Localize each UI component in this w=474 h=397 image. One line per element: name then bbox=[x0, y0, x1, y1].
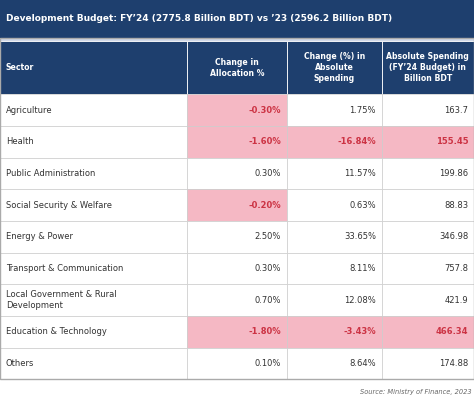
Text: Change in
Allocation %: Change in Allocation % bbox=[210, 58, 264, 78]
Text: Change (%) in
Absolute
Spending: Change (%) in Absolute Spending bbox=[303, 52, 365, 83]
FancyBboxPatch shape bbox=[382, 316, 474, 347]
FancyBboxPatch shape bbox=[287, 158, 382, 189]
Text: 33.65%: 33.65% bbox=[344, 232, 376, 241]
Text: 88.83: 88.83 bbox=[444, 200, 468, 210]
FancyBboxPatch shape bbox=[287, 284, 382, 316]
Text: 757.8: 757.8 bbox=[444, 264, 468, 273]
Text: Education & Technology: Education & Technology bbox=[6, 327, 107, 336]
Text: 1.75%: 1.75% bbox=[349, 106, 376, 115]
Text: -0.20%: -0.20% bbox=[248, 200, 281, 210]
FancyBboxPatch shape bbox=[187, 189, 287, 221]
FancyBboxPatch shape bbox=[382, 158, 474, 189]
FancyBboxPatch shape bbox=[287, 347, 382, 379]
FancyBboxPatch shape bbox=[287, 252, 382, 284]
FancyBboxPatch shape bbox=[0, 284, 187, 316]
Text: 0.30%: 0.30% bbox=[255, 169, 281, 178]
Text: Transport & Communication: Transport & Communication bbox=[6, 264, 123, 273]
FancyBboxPatch shape bbox=[287, 189, 382, 221]
Text: 8.64%: 8.64% bbox=[349, 359, 376, 368]
FancyBboxPatch shape bbox=[187, 94, 287, 126]
Text: Public Administration: Public Administration bbox=[6, 169, 95, 178]
Text: 466.34: 466.34 bbox=[436, 327, 468, 336]
Text: Local Government & Rural
Development: Local Government & Rural Development bbox=[6, 290, 116, 310]
Text: -1.80%: -1.80% bbox=[248, 327, 281, 336]
FancyBboxPatch shape bbox=[0, 221, 187, 252]
Text: 0.63%: 0.63% bbox=[349, 200, 376, 210]
Text: -0.30%: -0.30% bbox=[248, 106, 281, 115]
FancyBboxPatch shape bbox=[287, 316, 382, 347]
Text: -16.84%: -16.84% bbox=[337, 137, 376, 146]
FancyBboxPatch shape bbox=[187, 158, 287, 189]
Text: 346.98: 346.98 bbox=[439, 232, 468, 241]
FancyBboxPatch shape bbox=[187, 252, 287, 284]
Text: 163.7: 163.7 bbox=[444, 106, 468, 115]
FancyBboxPatch shape bbox=[187, 221, 287, 252]
Text: 199.86: 199.86 bbox=[439, 169, 468, 178]
FancyBboxPatch shape bbox=[187, 126, 287, 158]
Text: Others: Others bbox=[6, 359, 34, 368]
Text: Source: Ministry of Finance, 2023: Source: Ministry of Finance, 2023 bbox=[360, 389, 472, 395]
Text: Development Budget: FY’24 (2775.8 Billion BDT) vs ’23 (2596.2 Billion BDT): Development Budget: FY’24 (2775.8 Billio… bbox=[6, 14, 392, 23]
FancyBboxPatch shape bbox=[382, 41, 474, 94]
FancyBboxPatch shape bbox=[382, 221, 474, 252]
FancyBboxPatch shape bbox=[0, 126, 187, 158]
Text: 0.30%: 0.30% bbox=[255, 264, 281, 273]
FancyBboxPatch shape bbox=[187, 316, 287, 347]
FancyBboxPatch shape bbox=[0, 316, 187, 347]
Text: Energy & Power: Energy & Power bbox=[6, 232, 73, 241]
FancyBboxPatch shape bbox=[382, 94, 474, 126]
Text: 155.45: 155.45 bbox=[436, 137, 468, 146]
FancyBboxPatch shape bbox=[382, 126, 474, 158]
Text: 421.9: 421.9 bbox=[445, 295, 468, 304]
FancyBboxPatch shape bbox=[0, 189, 187, 221]
Text: Sector: Sector bbox=[6, 63, 34, 72]
FancyBboxPatch shape bbox=[287, 94, 382, 126]
FancyBboxPatch shape bbox=[0, 41, 187, 94]
FancyBboxPatch shape bbox=[0, 347, 187, 379]
FancyBboxPatch shape bbox=[382, 347, 474, 379]
Text: 8.11%: 8.11% bbox=[349, 264, 376, 273]
FancyBboxPatch shape bbox=[187, 41, 287, 94]
Text: -3.43%: -3.43% bbox=[343, 327, 376, 336]
Text: Agriculture: Agriculture bbox=[6, 106, 52, 115]
Text: 0.70%: 0.70% bbox=[255, 295, 281, 304]
FancyBboxPatch shape bbox=[0, 38, 474, 41]
FancyBboxPatch shape bbox=[187, 284, 287, 316]
Text: Absolute Spending
(FY’24 Budget) in
Billion BDT: Absolute Spending (FY’24 Budget) in Bill… bbox=[386, 52, 469, 83]
FancyBboxPatch shape bbox=[382, 252, 474, 284]
Text: 0.10%: 0.10% bbox=[255, 359, 281, 368]
Text: 174.88: 174.88 bbox=[439, 359, 468, 368]
FancyBboxPatch shape bbox=[287, 221, 382, 252]
FancyBboxPatch shape bbox=[0, 252, 187, 284]
FancyBboxPatch shape bbox=[0, 158, 187, 189]
Text: -1.60%: -1.60% bbox=[248, 137, 281, 146]
FancyBboxPatch shape bbox=[0, 0, 474, 38]
Text: 2.50%: 2.50% bbox=[255, 232, 281, 241]
FancyBboxPatch shape bbox=[0, 94, 187, 126]
Text: Social Security & Welfare: Social Security & Welfare bbox=[6, 200, 112, 210]
FancyBboxPatch shape bbox=[382, 284, 474, 316]
Text: Health: Health bbox=[6, 137, 34, 146]
FancyBboxPatch shape bbox=[287, 126, 382, 158]
FancyBboxPatch shape bbox=[187, 347, 287, 379]
Text: 11.57%: 11.57% bbox=[344, 169, 376, 178]
FancyBboxPatch shape bbox=[382, 189, 474, 221]
FancyBboxPatch shape bbox=[287, 41, 382, 94]
Text: 12.08%: 12.08% bbox=[344, 295, 376, 304]
